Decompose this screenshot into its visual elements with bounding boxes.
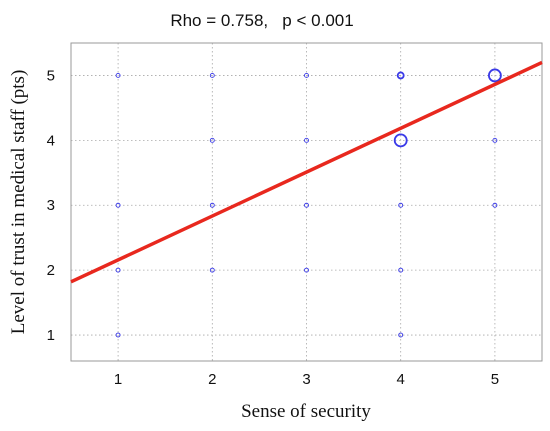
- data-point: [209, 267, 215, 273]
- data-point: [398, 332, 404, 338]
- y-tick-labels: 1 2 3 4 5: [47, 67, 55, 344]
- x-axis-label: Sense of security: [241, 401, 371, 422]
- data-point: [115, 267, 121, 273]
- regression-line: [70, 60, 543, 284]
- data-point: [492, 202, 498, 208]
- data-point: [398, 267, 404, 273]
- y-tick-label: 3: [47, 197, 55, 214]
- data-points: [115, 68, 502, 338]
- data-point: [304, 202, 309, 208]
- data-point: [209, 137, 215, 143]
- x-tick-label: 2: [208, 371, 216, 388]
- x-tick-label: 4: [397, 371, 405, 388]
- x-tick-labels: 1 2 3 4 5: [114, 371, 499, 388]
- x-tick-label: 1: [114, 371, 122, 388]
- data-point: [396, 71, 405, 80]
- y-axis-label: Level of trust in medical staff (pts): [8, 70, 29, 335]
- y-tick-label: 1: [47, 327, 55, 344]
- data-point: [209, 72, 215, 78]
- data-point: [393, 133, 408, 148]
- data-point: [304, 137, 309, 143]
- data-point: [487, 68, 502, 83]
- y-tick-label: 4: [47, 132, 55, 149]
- plot-area: [71, 43, 542, 361]
- chart-title: Rho = 0.758, p < 0.001: [170, 11, 353, 30]
- data-point: [398, 202, 404, 208]
- data-point: [492, 137, 498, 143]
- data-point: [115, 202, 121, 208]
- grid-lines: [71, 43, 542, 361]
- data-point: [115, 72, 121, 78]
- data-point: [304, 72, 309, 78]
- data-point: [304, 267, 309, 273]
- x-tick-label: 3: [302, 371, 310, 388]
- y-tick-label: 5: [47, 67, 55, 84]
- data-point: [209, 202, 215, 208]
- plot-frame: [70, 42, 543, 362]
- data-point: [115, 332, 121, 338]
- x-tick-label: 5: [491, 371, 499, 388]
- y-tick-label: 2: [47, 262, 55, 279]
